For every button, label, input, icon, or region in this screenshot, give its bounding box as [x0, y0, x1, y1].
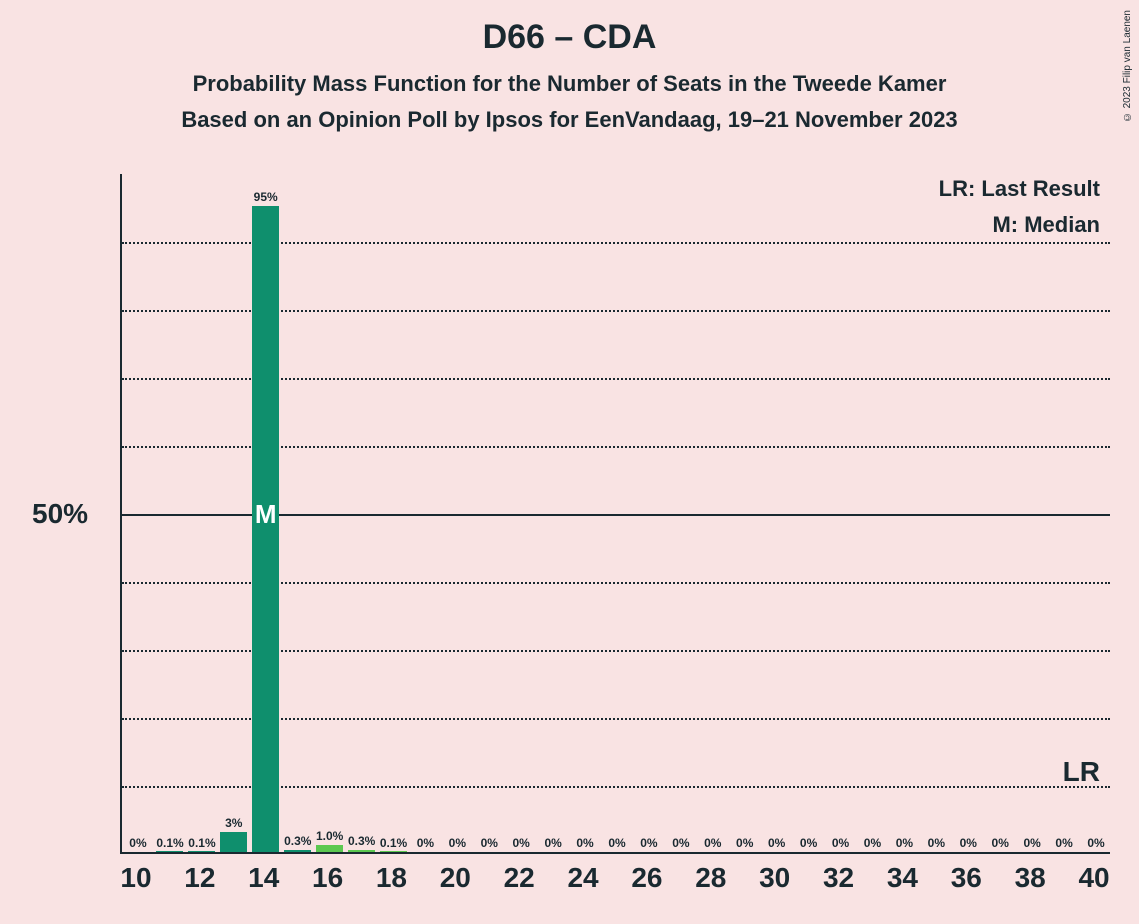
bar: 0.1%	[380, 851, 407, 852]
x-axis-tick: 32	[823, 862, 854, 894]
bar: 0.1%	[188, 851, 215, 852]
x-axis-tick: 28	[695, 862, 726, 894]
bar-value-label: 0%	[476, 836, 503, 850]
bar: 0.1%	[156, 851, 183, 852]
bar-value-label: 0%	[412, 836, 439, 850]
chart-area: LR: Last Result M: Median 50% LR 0%0.1%0…	[120, 174, 1110, 854]
bars-container: 0%0.1%0.1%3%95%M0.3%1.0%0.3%0.1%0%0%0%0%…	[122, 174, 1110, 852]
chart-title: D66 – CDA	[0, 0, 1139, 57]
bar-value-label: 1.0%	[316, 829, 343, 843]
bar-value-label: 0%	[571, 836, 598, 850]
x-axis-tick: 14	[248, 862, 279, 894]
bar: 0.3%	[348, 850, 375, 852]
bar: 0.3%	[284, 850, 311, 852]
bar-value-label: 0%	[124, 836, 151, 850]
bar-value-label: 0%	[763, 836, 790, 850]
y-axis-label: 50%	[32, 498, 88, 530]
bar-value-label: 95%	[252, 190, 279, 204]
bar-value-label: 3%	[220, 816, 247, 830]
bar: 3%	[220, 832, 247, 852]
bar-value-label: 0%	[1019, 836, 1046, 850]
x-axis-tick: 10	[120, 862, 151, 894]
plot-area: LR: Last Result M: Median 50% LR 0%0.1%0…	[120, 174, 1110, 854]
bar-value-label: 0%	[603, 836, 630, 850]
bar: 1.0%	[316, 845, 343, 852]
x-axis-tick: 12	[184, 862, 215, 894]
bar-value-label: 0%	[667, 836, 694, 850]
bar-value-label: 0%	[1082, 836, 1109, 850]
bar-value-label: 0%	[444, 836, 471, 850]
x-axis-tick: 38	[1015, 862, 1046, 894]
x-axis-tick: 18	[376, 862, 407, 894]
bar-value-label: 0%	[891, 836, 918, 850]
copyright-watermark: © 2023 Filip van Laenen	[1122, 10, 1133, 122]
x-axis-tick: 34	[887, 862, 918, 894]
bar-value-label: 0%	[1051, 836, 1078, 850]
median-marker: M	[255, 499, 277, 530]
bar-value-label: 0%	[859, 836, 886, 850]
x-axis-tick: 30	[759, 862, 790, 894]
x-axis-tick: 16	[312, 862, 343, 894]
bar-value-label: 0%	[699, 836, 726, 850]
bar-value-label: 0%	[540, 836, 567, 850]
x-axis-tick: 26	[631, 862, 662, 894]
x-axis-tick: 20	[440, 862, 471, 894]
x-axis-tick: 22	[504, 862, 535, 894]
bar-value-label: 0%	[795, 836, 822, 850]
bar-value-label: 0%	[987, 836, 1014, 850]
bar-value-label: 0%	[955, 836, 982, 850]
bar-value-label: 0.1%	[156, 836, 183, 850]
x-axis-ticks: 10 12 14 16 18 20 22 24 26 28 30 32 34 36 38 40	[120, 862, 1110, 902]
bar-value-label: 0%	[923, 836, 950, 850]
chart-subtitle2: Based on an Opinion Poll by Ipsos for Ee…	[0, 107, 1139, 133]
bar-value-label: 0.3%	[284, 834, 311, 848]
bar-value-label: 0.1%	[188, 836, 215, 850]
bar-value-label: 0%	[508, 836, 535, 850]
bar-value-label: 0%	[731, 836, 758, 850]
bar-value-label: 0.1%	[380, 836, 407, 850]
x-axis-tick: 24	[567, 862, 598, 894]
bar-value-label: 0%	[635, 836, 662, 850]
x-axis-tick: 36	[951, 862, 982, 894]
bar: 95%M	[252, 206, 279, 852]
chart-subtitle: Probability Mass Function for the Number…	[0, 71, 1139, 97]
bar-value-label: 0.3%	[348, 834, 375, 848]
bar-value-label: 0%	[827, 836, 854, 850]
x-axis-tick: 40	[1078, 862, 1109, 894]
